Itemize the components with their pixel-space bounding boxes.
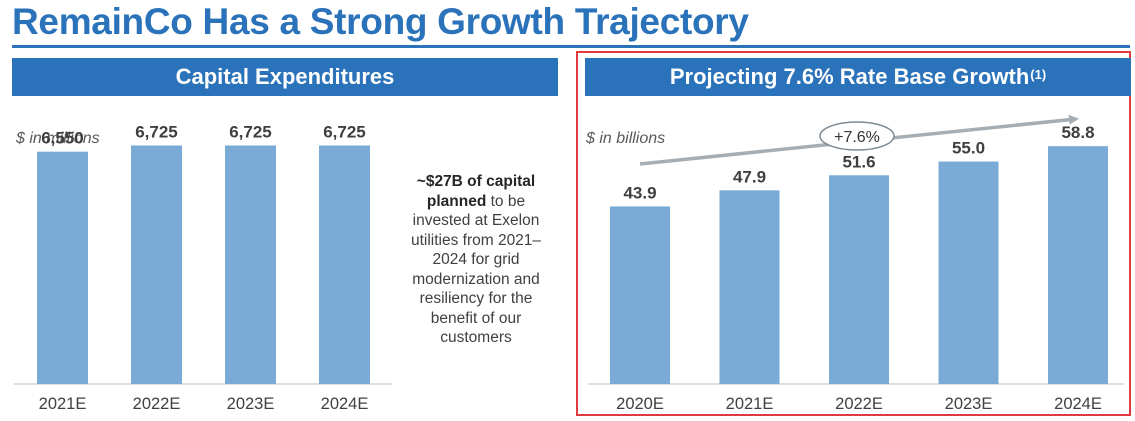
data-label: 47.9 xyxy=(733,167,766,186)
x-tick-label: 2020E xyxy=(616,395,664,413)
capital-plan-callout: ~$27B of capital planned to be invested … xyxy=(396,172,556,348)
x-tick-label: 2021E xyxy=(726,395,774,413)
data-label: 51.6 xyxy=(842,152,875,171)
x-tick-label: 2021E xyxy=(39,395,87,413)
data-label: 58.8 xyxy=(1061,123,1094,142)
x-tick-label: 2024E xyxy=(321,395,369,413)
x-tick-label: 2022E xyxy=(835,395,883,413)
capex-panel-title: Capital Expenditures xyxy=(175,64,395,89)
callout-body-text: to be invested at Exelon utilities from … xyxy=(410,192,542,347)
rate-base-bars: 43.9 2020E 47.9 2021E 51.6 2022E 55.0 2023E 58.8… xyxy=(588,123,1124,413)
bar xyxy=(829,175,889,384)
capex-unit-label: $ in millions xyxy=(16,130,100,147)
title-rule xyxy=(12,45,1130,48)
callout-bold-text: ~$27B of capital planned xyxy=(416,173,536,210)
rate-base-chart: 43.9 2020E 47.9 2021E 51.6 2022E 55.0 2023E 58.8… xyxy=(588,114,1124,413)
growth-label: +7.6% xyxy=(834,129,880,146)
bar xyxy=(37,151,88,384)
bar xyxy=(719,190,780,384)
bar xyxy=(319,145,370,384)
rate-base-panel-header: Projecting 7.6% Rate Base Growth (1) xyxy=(585,58,1131,96)
data-label: 43.9 xyxy=(623,183,656,202)
data-label: 6,725 xyxy=(135,122,178,141)
x-tick-label: 2022E xyxy=(133,395,181,413)
capex-chart: 6,550 2021E 6,725 2022E 6,725 2023E 6,725 2024E xyxy=(14,122,392,413)
growth-label-oval xyxy=(819,121,895,151)
data-label: 6,725 xyxy=(229,122,272,141)
bar xyxy=(225,145,276,384)
x-tick-label: 2023E xyxy=(227,395,275,413)
rate-base-panel-title: Projecting 7.6% Rate Base Growth xyxy=(669,64,1030,89)
data-label: 55.0 xyxy=(952,139,985,158)
rate-base-highlight-box xyxy=(576,51,1131,416)
rate-base-unit-label: $ in billions xyxy=(586,130,666,147)
x-tick-label: 2023E xyxy=(945,395,993,413)
bar xyxy=(938,161,999,384)
page-title: RemainCo Has a Strong Growth Trajectory xyxy=(12,1,749,42)
bar xyxy=(1048,146,1108,384)
data-label: 6,725 xyxy=(323,122,366,141)
bar xyxy=(131,145,182,384)
capex-panel-header: Capital Expenditures xyxy=(12,58,558,96)
bar xyxy=(610,206,670,384)
x-tick-label: 2024E xyxy=(1054,395,1102,413)
data-label: 6,550 xyxy=(41,129,84,148)
footnote-marker: (1) xyxy=(1030,66,1047,82)
